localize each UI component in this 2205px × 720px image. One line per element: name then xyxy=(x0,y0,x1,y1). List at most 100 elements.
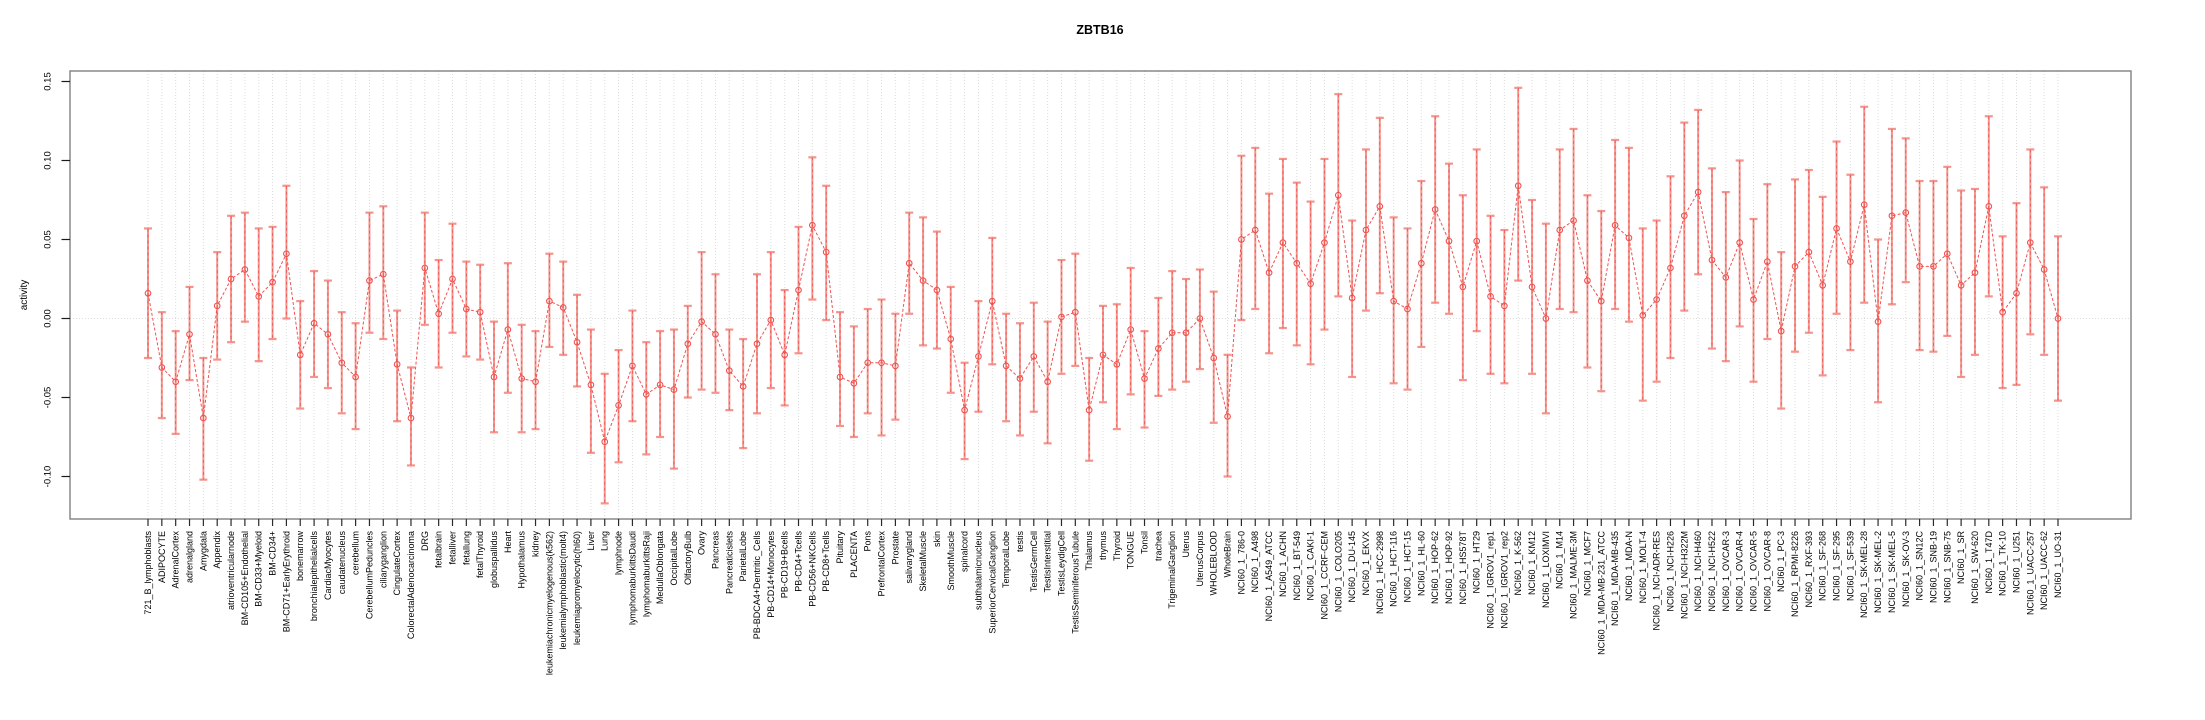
data-point xyxy=(670,386,678,393)
data-point xyxy=(1694,188,1702,196)
data-point xyxy=(905,259,913,267)
data-point xyxy=(324,330,332,338)
x-axis-label: TONGUE xyxy=(1126,531,1136,569)
x-axis-label: NCI60_1_OVCAR-5 xyxy=(1749,531,1759,612)
x-axis-label: PB-CD14+Monocytes xyxy=(766,531,776,618)
data-point xyxy=(1791,263,1799,270)
x-axis-label: 721_B_lymphoblasts xyxy=(143,531,153,615)
x-axis-label: TestisSeminiferousTubule xyxy=(1070,531,1080,634)
x-axis-label: CingulateCortex xyxy=(392,531,402,596)
data-point xyxy=(1930,263,1937,270)
data-point xyxy=(781,351,789,359)
x-axis-label: TrigeminalGanglion xyxy=(1167,531,1177,609)
x-axis-label: NCI60_1_SW-620 xyxy=(1970,531,1980,604)
data-point xyxy=(393,360,401,368)
data-point xyxy=(1099,351,1107,359)
x-axis-label: NCI60_1_SK-MEL-2 xyxy=(1873,531,1883,613)
data-point xyxy=(1334,191,1342,199)
x-axis-label: NCI60_1_NCI-ADR-RES xyxy=(1652,531,1662,631)
data-point xyxy=(947,335,955,343)
data-point xyxy=(1819,281,1827,289)
x-axis-label: NCI60_1_K-562 xyxy=(1513,531,1523,596)
x-axis-label: Uterus xyxy=(1181,531,1191,558)
x-axis-label: DRG xyxy=(420,531,430,551)
data-point xyxy=(1777,327,1785,335)
x-axis-label: PB-CD56+NKCells xyxy=(807,531,817,607)
x-axis-label: lymphnode xyxy=(614,531,624,575)
data-point xyxy=(1902,209,1910,216)
x-axis-label: NCI60_1_OVCAR-8 xyxy=(1762,531,1772,612)
data-point xyxy=(1196,315,1204,322)
x-axis-label: ciliaryganglion xyxy=(378,531,388,588)
y-axis-tick-label: -0.05 xyxy=(43,387,54,409)
data-point xyxy=(158,364,166,371)
data-point xyxy=(227,275,235,283)
x-axis-label: bonemarrow xyxy=(295,531,305,582)
x-axis-label: TemporalLobe xyxy=(1001,531,1011,588)
data-point xyxy=(1888,212,1896,220)
data-point xyxy=(684,340,692,348)
data-point xyxy=(1002,362,1010,370)
data-point xyxy=(1085,406,1093,414)
series-line xyxy=(147,185,2059,444)
x-axis-label: Ovary xyxy=(697,531,707,556)
x-axis-label: NCI60_1_786-0 xyxy=(1236,531,1246,595)
data-point xyxy=(712,330,719,338)
data-point xyxy=(310,319,318,327)
data-point xyxy=(656,381,664,389)
data-point xyxy=(1431,206,1439,213)
data-point xyxy=(435,310,443,318)
data-point xyxy=(296,351,304,359)
x-axis-label: NCI60_1_LOXIMVI xyxy=(1541,531,1551,608)
y-axis-tick-label: 0.15 xyxy=(43,72,54,91)
x-axis-label: SkeletalMuscle xyxy=(918,531,928,592)
x-axis-label: salivarygland xyxy=(904,531,914,584)
data-point xyxy=(1680,212,1688,220)
data-point xyxy=(1390,297,1398,305)
x-axis-label: thymus xyxy=(1098,531,1108,561)
data-point xyxy=(1224,413,1231,420)
chart-title: ZBTB16 xyxy=(1076,23,1123,37)
data-point xyxy=(1763,258,1771,265)
data-point xyxy=(283,250,290,258)
x-axis-label: NCI60_1_A549_ATCC xyxy=(1264,531,1274,622)
x-axis-label: NCI60_1_SF-539 xyxy=(1845,531,1855,601)
x-axis-label: NCI60_1_IGROV1_rep2 xyxy=(1499,531,1509,629)
data-point xyxy=(615,402,622,409)
data-point xyxy=(366,277,373,284)
data-point xyxy=(808,221,816,229)
x-axis-label: lymphomaburkittsRaji xyxy=(641,531,651,617)
data-point xyxy=(767,316,775,324)
x-axis-label: NCI60_1_RPMI-8226 xyxy=(1790,531,1800,617)
data-point xyxy=(1528,283,1536,291)
data-point xyxy=(1597,297,1605,305)
x-axis-label: NCI60_1_KM12 xyxy=(1527,531,1537,595)
data-point xyxy=(1307,280,1314,288)
data-point xyxy=(1417,259,1425,267)
x-axis-label: NCI60_1_SN12C xyxy=(1915,531,1925,601)
x-axis-label: kidney xyxy=(531,531,541,558)
x-axis-label: NCI60_1_NCI-H322M xyxy=(1679,531,1689,619)
data-point xyxy=(1141,375,1148,382)
x-axis-label: Thyroid xyxy=(1112,531,1122,561)
x-axis-label: spinalcord xyxy=(960,531,970,572)
x-axis-label: NCI60_1_SK-OV-3 xyxy=(1901,531,1911,607)
x-axis-label: ParietalLobe xyxy=(738,531,748,582)
x-axis-label: NCI60_1_COLO205 xyxy=(1333,531,1343,612)
data-point xyxy=(1238,236,1245,243)
x-axis-label: NCI60_1_HOP-62 xyxy=(1430,531,1440,604)
data-point xyxy=(1708,256,1716,264)
data-point xyxy=(2013,289,2020,297)
data-point xyxy=(1044,378,1051,386)
data-point xyxy=(1943,250,1951,258)
x-axis-label: NCI60_1_UACC-257 xyxy=(2025,531,2035,615)
data-point xyxy=(1155,345,1162,352)
data-point xyxy=(1030,353,1038,360)
data-point xyxy=(1459,283,1467,291)
x-axis-label: NCI60_1_U251 xyxy=(2011,531,2021,593)
x-axis-label: cerebellum xyxy=(351,531,361,575)
y-axis-tick-label: -0.10 xyxy=(43,466,54,488)
x-axis-label: caudatenucleus xyxy=(337,531,347,595)
data-point xyxy=(1210,354,1218,362)
x-axis-label: NCI60_1_UO-31 xyxy=(2053,531,2063,598)
